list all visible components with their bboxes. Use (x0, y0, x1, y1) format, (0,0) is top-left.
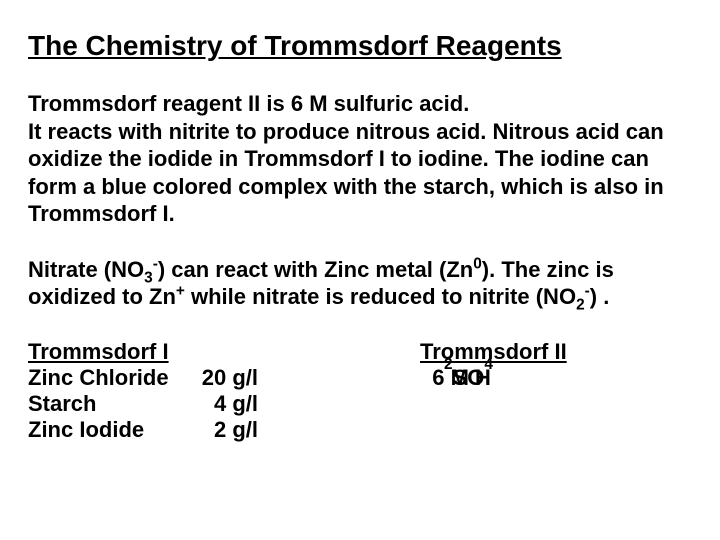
p2-e: ) . (590, 284, 610, 309)
r1-value-2: 2 g/l (188, 417, 258, 443)
r1-label-0: Zinc Chloride (28, 365, 188, 391)
trommsdorf-1-head: Trommsdorf I (28, 339, 300, 365)
table-row: Zinc Iodide 2 g/l (28, 417, 300, 443)
zn0-sup: 0 (473, 255, 482, 272)
r2-a: 6 M H (420, 365, 444, 391)
table-row: 6 M H2SO4 (420, 365, 692, 391)
table-row: Zinc Chloride 20 g/l (28, 365, 300, 391)
trommsdorf-1-col: Trommsdorf I Zinc Chloride 20 g/l Starch… (28, 339, 300, 443)
page-title: The Chemistry of Trommsdorf Reagents (28, 30, 692, 62)
paragraph-2: Nitrate (NO3-) can react with Zinc metal… (28, 256, 692, 311)
r1-label-2: Zinc Iodide (28, 417, 188, 443)
r1-label-1: Starch (28, 391, 188, 417)
p1-line2: It reacts with nitrite to produce nitrou… (28, 119, 664, 227)
r1-value-1: 4 g/l (188, 391, 258, 417)
reagents-block: Trommsdorf I Zinc Chloride 20 g/l Starch… (28, 339, 692, 443)
h2-sub: 2 (444, 365, 453, 391)
trommsdorf-2-head: Trommsdorf II (420, 339, 692, 365)
paragraph-1: Trommsdorf reagent II is 6 M sulfuric ac… (28, 90, 692, 228)
p1-line1: Trommsdorf reagent II is 6 M sulfuric ac… (28, 91, 469, 116)
r1-value-0: 20 g/l (188, 365, 258, 391)
trommsdorf-2-col: Trommsdorf II 6 M H2SO4 (420, 339, 692, 443)
p2-b: ) can react with Zinc metal (Zn (158, 257, 473, 282)
p2-d: while nitrate is reduced to nitrite (NO (185, 284, 576, 309)
table-row: Starch 4 g/l (28, 391, 300, 417)
p2-a: Nitrate (NO (28, 257, 144, 282)
no2-sub: 2 (576, 296, 585, 313)
r2-b: SO (453, 365, 485, 391)
znplus-sup: + (176, 283, 185, 300)
so4-sub: 4 (484, 365, 493, 391)
